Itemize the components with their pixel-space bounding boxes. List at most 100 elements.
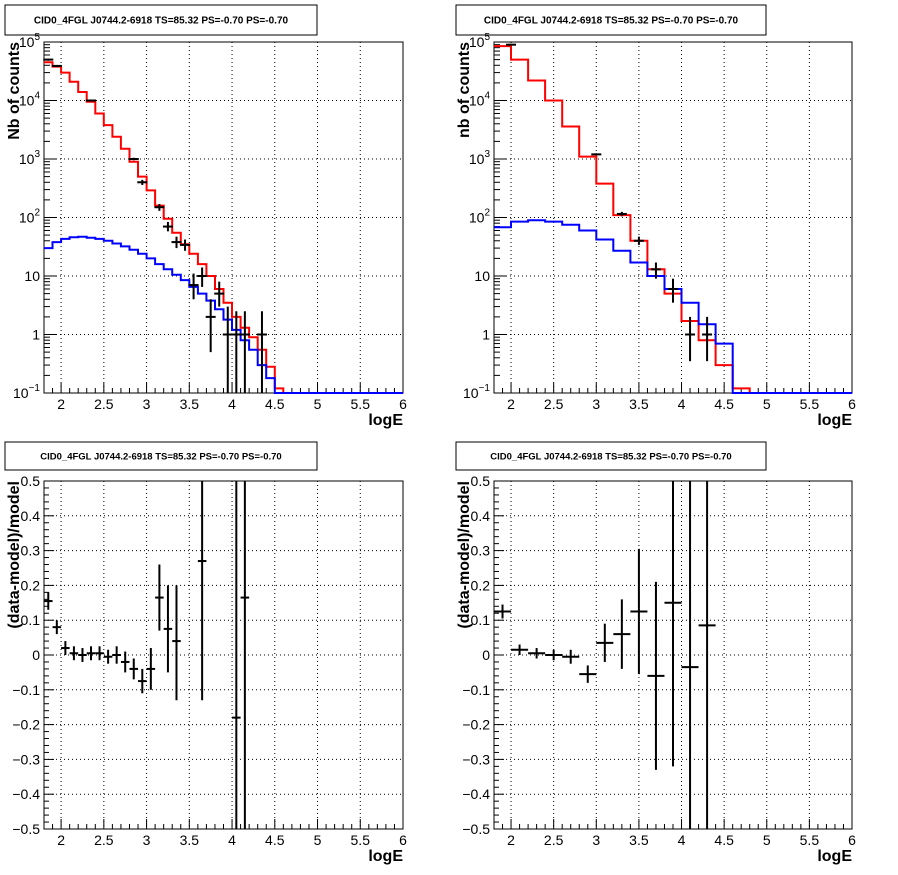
residuals-all-residual-point [112,646,121,664]
counts-all-x-tick-label: 4.5 [265,396,285,412]
residuals-all-x-tick-label: 3.5 [180,832,200,848]
counts-all-data-point [43,58,54,61]
residuals-all-x-axis: 2 2.5 3 3.5 4 4.5 5 5.5 6 [43,819,407,848]
counts-all-y-tick-label: 1 [32,327,40,343]
counts-all-data-point [180,239,191,251]
residuals-rebinned-y-tick-label: −0.4 [462,786,490,802]
residuals-rebinned-x-tick-label: 4.5 [714,832,734,848]
residuals-all-x-tick-label: 5 [314,832,322,848]
residuals-all-x-tick-label: 4.5 [265,832,285,848]
residuals-rebinned-x-tick-label: 6 [848,832,856,848]
residuals-rebinned-y-axis-title: (data-model)/model [456,481,473,629]
counts-rebinned-data-point [616,211,627,217]
residuals-all-residual-point [86,646,96,661]
residuals-all-residual-point [52,620,62,635]
residuals-rebinned-panel: CID0_4FGL J0744.2-6918 TS=85.32 PS=-0.70… [455,441,856,865]
residuals-all-y-tick-label: 0.5 [21,473,41,489]
counts-all-y-tick-label: 104 [19,91,41,109]
residuals-all-y-tick-label: 0.4 [21,508,41,524]
residuals-all-residual-point [44,592,53,610]
residuals-rebinned-y-tick-label: 0.3 [471,543,491,559]
residuals-all-residual-point [155,564,164,631]
counts-all-grid [44,42,403,393]
residuals-all-x-axis-title: logE [368,848,403,865]
residuals-all-residual-point [69,646,79,661]
residuals-rebinned-title: CID0_4FGL J0744.2-6918 TS=85.32 PS=-0.70… [490,452,731,463]
residuals-rebinned-title-frame [455,441,767,471]
counts-all-x-tick-label: 5.5 [351,396,371,412]
residuals-all-y-tick-label: −0.2 [12,717,40,733]
residuals-rebinned-residual-point [664,481,682,767]
counts-all-x-tick-label: 4 [228,396,236,412]
residuals-all-residual-point [163,585,173,673]
counts-rebinned-x-axis: 2 2.5 3 3.5 4 4.5 5 5.5 6 [493,383,856,412]
counts-all-plot-area [43,58,403,394]
counts-rebinned-model-blue-step [494,219,852,394]
counts-all-x-tick-label: 3.5 [180,396,200,412]
counts-rebinned-x-tick-label: 6 [848,396,856,412]
residuals-all-x-tick-label: 6 [399,832,407,848]
counts-rebinned-data-point [506,43,517,46]
residuals-rebinned-title-box: CID0_4FGL J0744.2-6918 TS=85.32 PS=-0.70… [455,441,767,471]
counts-all-y-axis: 10−1 1 10 102 103 104 105 [13,32,56,401]
residuals-all-x-tick-label: 2 [57,832,65,848]
residuals-rebinned-residual-point [630,548,648,675]
counts-rebinned-title-frame [455,4,767,36]
counts-rebinned-y-tick-label: 104 [469,91,491,109]
counts-rebinned-y-tick-label: 103 [469,149,491,167]
residuals-all-residual-point [78,648,87,662]
counts-rebinned-x-axis-title: logE [817,412,852,429]
residuals-all-residual-point [146,648,156,690]
residuals-all-x-tick-label: 5.5 [351,832,371,848]
counts-rebinned-x-tick-label: 5 [763,396,771,412]
residuals-rebinned-residual-point [562,649,580,664]
residuals-rebinned-y-axis: −0.5 −0.4 −0.3 −0.2 −0.1 0 0.1 0.2 0.3 0.4 0.5 [462,473,504,837]
counts-all-data-point [171,236,182,249]
residuals-all-x-tick-label: 4 [228,832,236,848]
counts-rebinned-x-tick-label: 4 [678,396,686,412]
counts-rebinned-data-point [685,316,696,362]
counts-all-x-tick-label: 6 [399,396,407,412]
residuals-rebinned-x-tick-label: 3.5 [629,832,649,848]
counts-rebinned-y-tick-label: 105 [469,32,491,50]
residuals-all-y-tick-label: 0.1 [21,612,41,628]
residuals-all-y-tick-label: 0 [32,647,40,663]
residuals-all-residual-point [232,481,241,829]
residuals-rebinned-x-tick-label: 5.5 [800,832,820,848]
counts-rebinned-plot-area [494,43,852,394]
residuals-all-title: CID0_4FGL J0744.2-6918 TS=85.32 PS=-0.70… [40,452,281,463]
residuals-all-residual-point [129,658,139,680]
residuals-all-residual-point [61,641,70,655]
counts-all-model-red-step [44,61,403,394]
counts-rebinned-y-tick-label: 1 [482,327,490,343]
counts-rebinned-y-axis-title: nb of counts [456,42,473,138]
residuals-all-y-tick-label: −0.5 [12,821,40,837]
residuals-rebinned-x-axis-title: logE [817,848,852,865]
residuals-all-residual-point [197,481,207,701]
residuals-rebinned-y-tick-label: 0.4 [471,508,491,524]
counts-all-data-point [128,157,139,161]
residuals-rebinned-y-tick-label: −0.2 [462,717,490,733]
residuals-rebinned-y-tick-label: 0.2 [471,577,491,593]
counts-all-data-point [51,64,62,67]
residuals-rebinned-y-tick-label: 0 [482,647,490,663]
residuals-all-residual-point [172,585,181,701]
counts-all-data-point [86,99,97,102]
counts-rebinned-x-tick-label: 3 [592,396,600,412]
residuals-rebinned-residual-point [511,644,529,655]
residuals-all-residual-point [120,651,130,673]
counts-all-title-frame [4,4,318,36]
counts-all-model-blue-step [44,235,403,394]
counts-all-title-box: CID0_4FGL J0744.2-6918 TS=85.32 PS=-0.70… [4,4,318,36]
counts-all-y-tick-label: 10−1 [13,383,40,401]
residuals-rebinned-plot-area [494,481,716,829]
residuals-rebinned-residual-point [698,481,716,829]
residuals-rebinned-x-tick-label: 2 [507,832,515,848]
counts-all-data-point [162,221,173,232]
counts-rebinned-y-tick-label: 10 [474,268,490,284]
counts-all-x-tick-label: 5 [314,396,322,412]
counts-all-x-tick-label: 2.5 [94,396,114,412]
counts-rebinned-panel: CID0_4FGL J0744.2-6918 TS=85.32 PS=-0.70… [455,4,856,429]
counts-rebinned-title-box: CID0_4FGL J0744.2-6918 TS=85.32 PS=-0.70… [455,4,767,36]
